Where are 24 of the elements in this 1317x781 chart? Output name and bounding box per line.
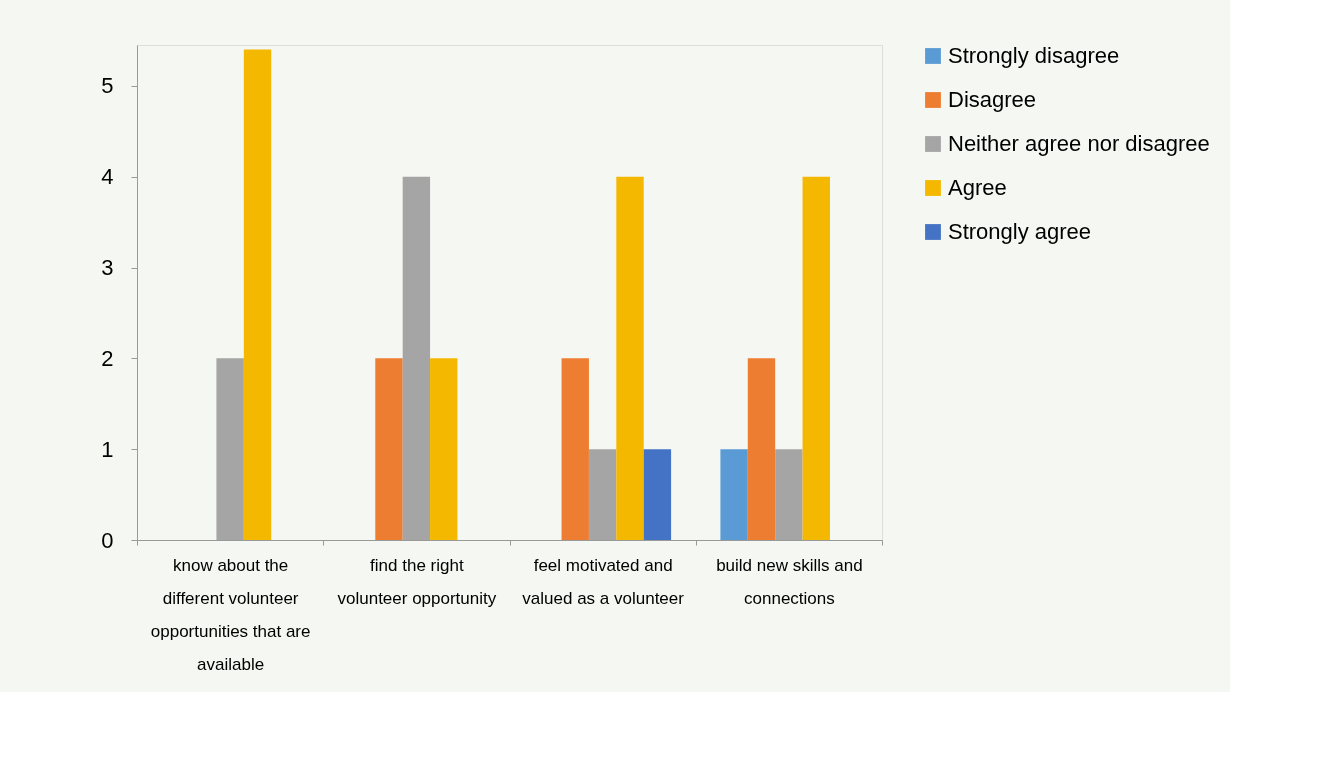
y-tick-label: 0: [101, 527, 114, 553]
y-tick-label: 5: [101, 73, 114, 99]
bar: [802, 176, 830, 540]
x-tick-label: feel motivated and valued as a volunteer: [522, 555, 685, 608]
legend-label: Disagree: [948, 87, 1037, 112]
legend-label: Neither agree nor disagree: [948, 131, 1210, 156]
bar: [430, 358, 458, 540]
bar: [616, 176, 644, 540]
y-tick-label: 2: [101, 345, 114, 371]
y-tick-label: 1: [101, 436, 114, 462]
legend-label: Strongly disagree: [948, 43, 1120, 68]
bar: [720, 449, 748, 540]
x-tick-label: build new skills and connections: [716, 555, 863, 608]
bar: [561, 358, 589, 540]
legend-label: Agree: [948, 175, 1007, 200]
bar: [375, 358, 403, 540]
x-tick-label: know about the different volunteer opportunities that are available: [150, 555, 311, 674]
y-tick-label: 4: [101, 164, 114, 190]
y-tick-label: 3: [101, 255, 114, 281]
x-tick-label: find the right volunteer opportunity: [337, 555, 497, 608]
bar: [643, 449, 672, 540]
legend-label: Strongly agree: [948, 219, 1092, 244]
bar: [747, 358, 776, 540]
bar: [243, 49, 272, 540]
